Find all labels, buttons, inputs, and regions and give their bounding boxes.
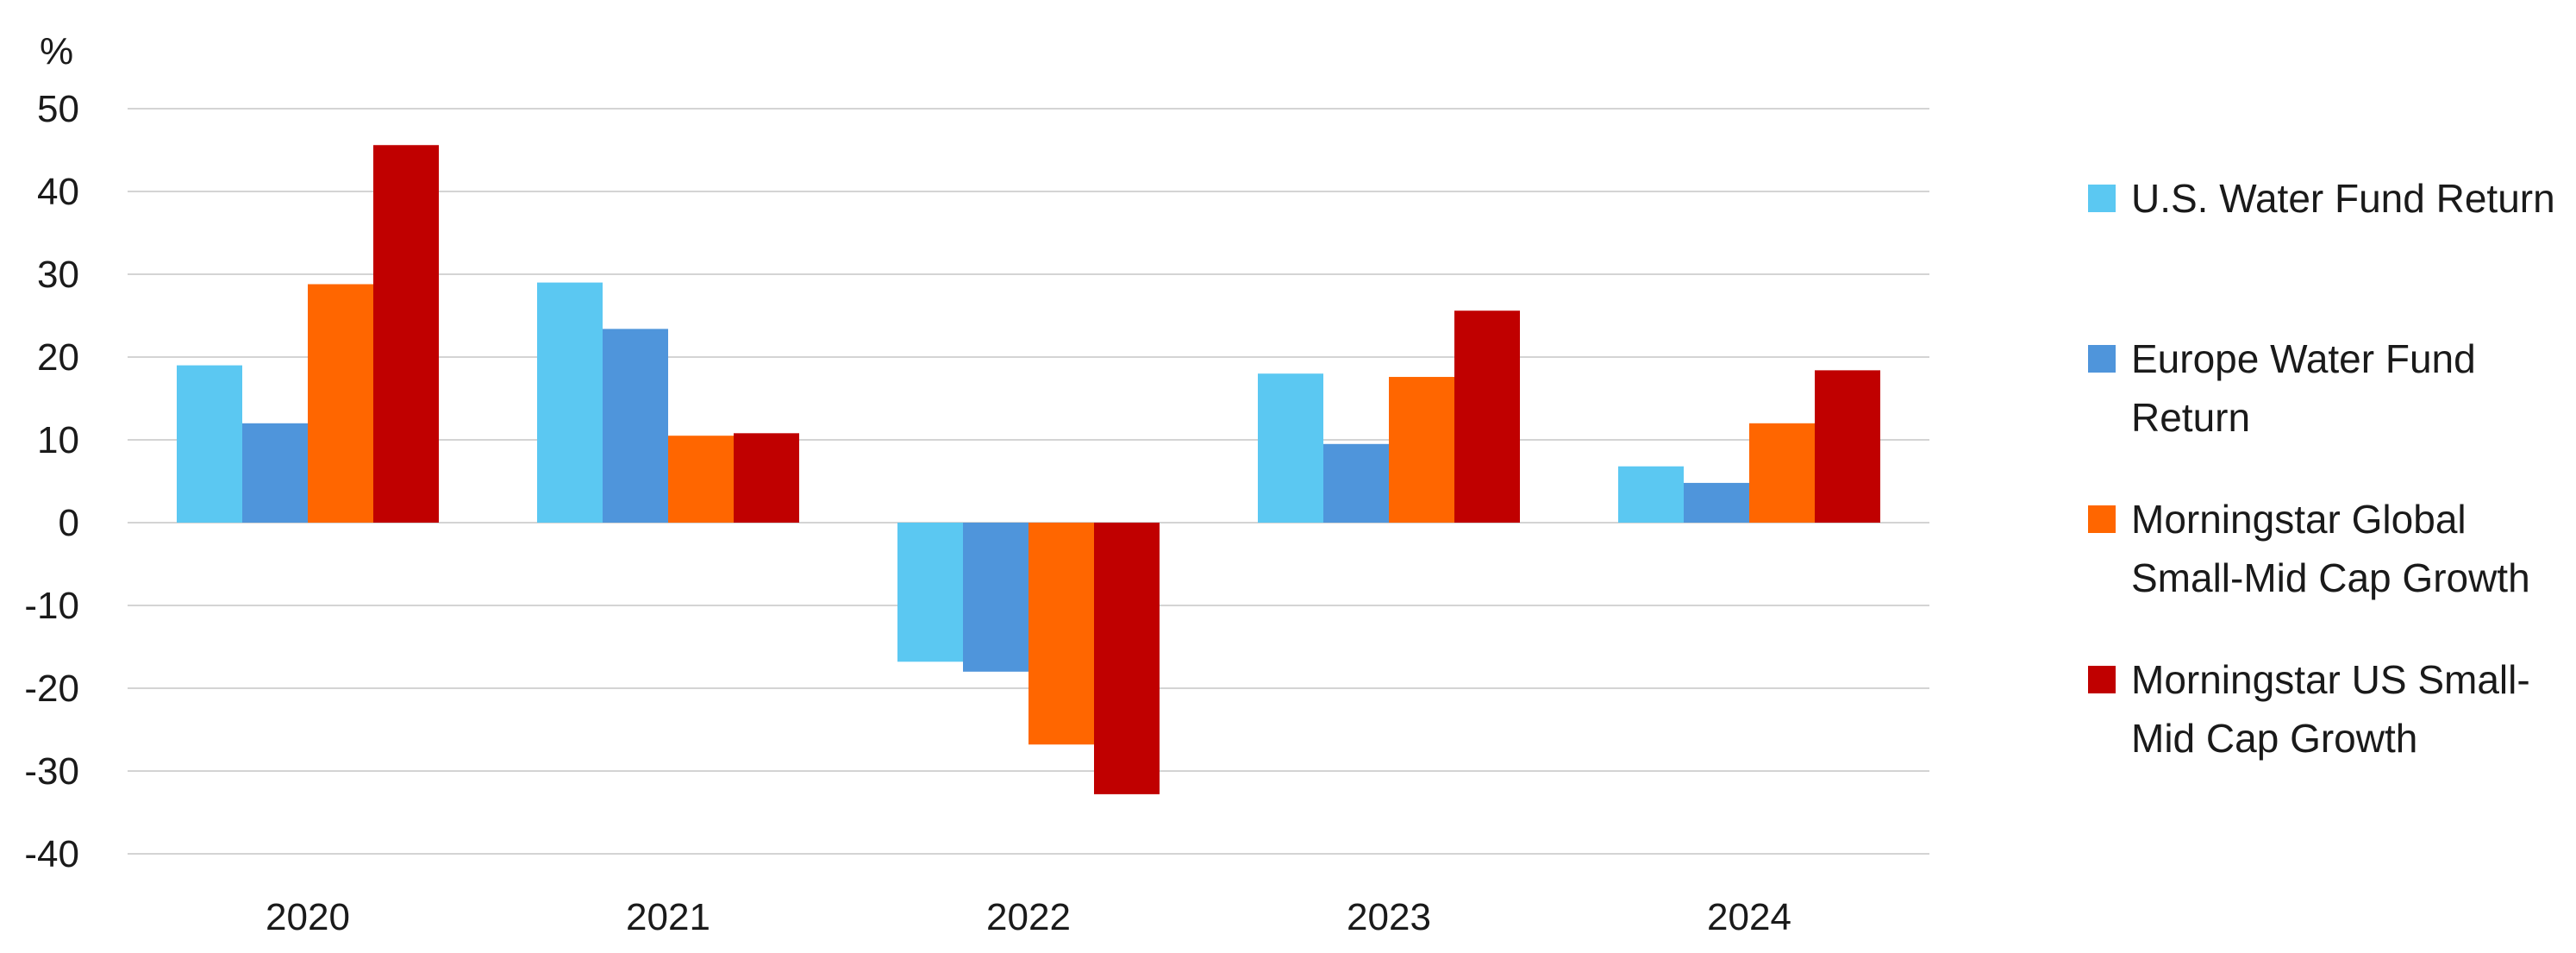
legend: U.S. Water Fund Return Europe Water Fund R… — [2088, 176, 2555, 761]
bar-2024-series-1 — [1618, 466, 1684, 523]
bar-2020-series-3 — [308, 284, 373, 523]
bar-2022-series-2 — [963, 523, 1029, 672]
legend-entry-4: Morningstar US Small- Mid Cap Growth — [2088, 657, 2530, 761]
y-tick-label: 50 — [37, 88, 79, 130]
x-axis-ticks: 2020 2021 2022 2023 2024 — [266, 896, 1791, 938]
bar-2020-series-1 — [177, 365, 242, 523]
bar-2020-series-4 — [373, 145, 439, 524]
legend-entry-3: Morningstar Global Small-Mid Cap Growth — [2088, 497, 2530, 600]
x-tick-label: 2020 — [266, 896, 350, 938]
legend-label: Morningstar Global — [2131, 497, 2467, 542]
bar-2023-series-1 — [1258, 373, 1323, 523]
y-axis-unit-label: % — [40, 30, 73, 72]
x-tick-label: 2023 — [1347, 896, 1431, 938]
legend-entry-2: Europe Water Fund Return — [2088, 336, 2476, 440]
x-tick-label: 2024 — [1707, 896, 1791, 938]
x-tick-label: 2021 — [626, 896, 710, 938]
bar-2021-series-3 — [668, 436, 734, 523]
y-tick-label: 30 — [37, 254, 79, 296]
y-axis-ticks: 50 40 30 20 10 0 -10 -20 -30 -40 — [24, 88, 79, 875]
bar-2023-series-4 — [1454, 310, 1520, 523]
y-tick-label: -10 — [24, 585, 79, 627]
legend-label: Small-Mid Cap Growth — [2131, 555, 2530, 600]
x-tick-label: 2022 — [986, 896, 1071, 938]
y-tick-label: -20 — [24, 668, 79, 710]
legend-swatch — [2088, 345, 2116, 373]
y-tick-label: -30 — [24, 750, 79, 793]
legend-swatch — [2088, 666, 2116, 693]
bar-2024-series-3 — [1749, 423, 1815, 523]
legend-label: U.S. Water Fund Return — [2131, 176, 2555, 221]
bar-2021-series-1 — [537, 282, 603, 523]
y-tick-label: 20 — [37, 336, 79, 379]
legend-swatch — [2088, 185, 2116, 212]
y-tick-label: 10 — [37, 419, 79, 461]
bar-2023-series-2 — [1323, 443, 1389, 523]
bar-2023-series-3 — [1389, 377, 1454, 523]
y-tick-label: -40 — [24, 833, 79, 875]
legend-label: Morningstar US Small- — [2131, 657, 2530, 702]
bar-2024-series-4 — [1815, 370, 1880, 523]
legend-label: Return — [2131, 395, 2250, 440]
bar-2020-series-2 — [242, 423, 308, 523]
legend-label: Europe Water Fund — [2131, 336, 2476, 381]
bar-2024-series-2 — [1684, 482, 1749, 523]
bars — [177, 145, 1880, 794]
bar-2022-series-3 — [1029, 523, 1094, 745]
legend-swatch — [2088, 505, 2116, 533]
bar-2021-series-2 — [603, 329, 668, 523]
bar-2021-series-4 — [734, 433, 799, 523]
bar-2022-series-1 — [897, 523, 963, 662]
y-tick-label: 0 — [59, 502, 79, 544]
legend-entry-1: U.S. Water Fund Return — [2088, 176, 2555, 221]
bar-2022-series-4 — [1094, 523, 1160, 794]
y-tick-label: 40 — [37, 171, 79, 213]
legend-label: Mid Cap Growth — [2131, 716, 2417, 761]
